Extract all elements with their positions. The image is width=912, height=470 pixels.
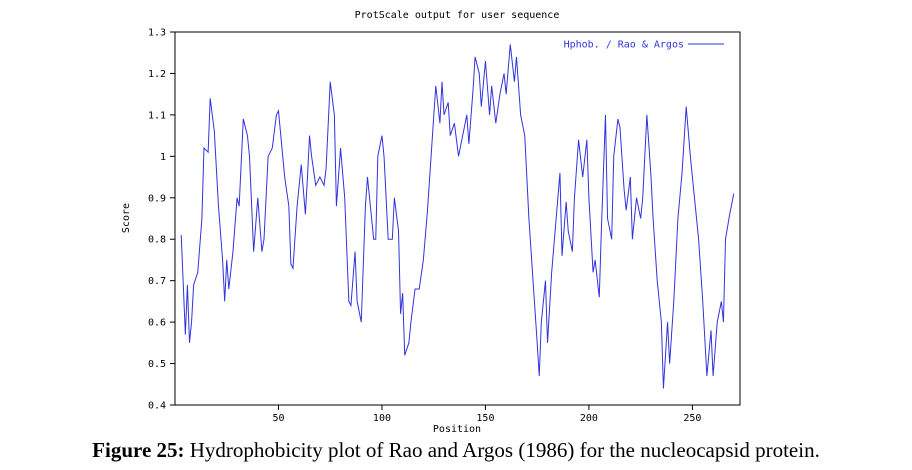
y-tick-label: 0.8	[148, 235, 166, 246]
y-tick-label: 1.3	[148, 28, 166, 39]
x-tick-label: 100	[373, 413, 391, 424]
y-tick-label: 0.7	[148, 276, 166, 287]
y-tick-label: 1.2	[148, 69, 166, 80]
y-tick-label: 0.4	[148, 401, 166, 412]
caption-text: Hydrophobicity plot of Rao and Argos (19…	[189, 438, 820, 462]
y-tick-label: 0.9	[148, 193, 166, 204]
x-tick-label: 200	[580, 413, 598, 424]
data-line	[180, 44, 735, 389]
figure-caption: Figure 25: Hydrophobicity plot of Rao an…	[0, 438, 912, 463]
x-tick-label: 50	[272, 413, 284, 424]
y-tick-label: 0.6	[148, 318, 166, 329]
y-tick-label: 1	[160, 152, 166, 163]
x-tick-label: 250	[683, 413, 701, 424]
legend-label: Hphob. / Rao & Argos	[564, 40, 684, 51]
chart-title: ProtScale output for user sequence	[355, 10, 560, 21]
chart: ProtScale output for user sequence Posit…	[121, 10, 741, 435]
plot-frame	[174, 31, 741, 406]
x-axis-label: Position	[433, 424, 481, 435]
y-tick-label: 0.5	[148, 359, 166, 370]
caption-label: Figure 25:	[92, 438, 185, 462]
y-tick-label: 1.1	[148, 110, 166, 121]
y-axis-label: Score	[121, 203, 132, 233]
x-tick-label: 150	[476, 413, 494, 424]
